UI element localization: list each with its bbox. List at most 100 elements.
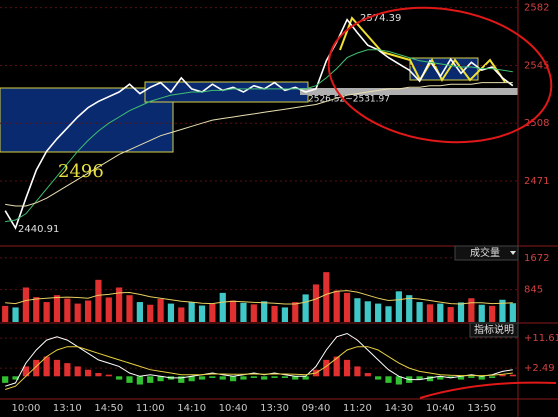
bar xyxy=(343,292,351,322)
bar xyxy=(447,307,454,322)
y-tick-label: 1672 xyxy=(524,253,549,264)
bar xyxy=(343,359,351,377)
x-tick-label: 13:50 xyxy=(467,403,496,414)
dropdown-arrow[interactable] xyxy=(510,251,516,255)
bar xyxy=(447,376,454,378)
trend-drawing xyxy=(339,16,506,83)
bar xyxy=(229,300,237,322)
series-line xyxy=(5,49,513,223)
x-tick-label: 13:10 xyxy=(53,403,82,414)
bar xyxy=(198,376,206,380)
bar xyxy=(43,302,50,322)
bar xyxy=(261,301,268,322)
y-tick-label: 2545 xyxy=(524,60,549,71)
bar xyxy=(105,374,112,377)
bar xyxy=(271,305,278,322)
bar xyxy=(468,376,475,378)
indicator-title[interactable]: 指标说明 xyxy=(474,323,514,336)
range-box xyxy=(144,81,309,103)
bar xyxy=(271,376,278,378)
bar xyxy=(33,297,40,322)
series-line xyxy=(4,18,514,230)
y-tick-label: +11.61 xyxy=(524,333,558,344)
bar xyxy=(43,356,50,377)
bar xyxy=(136,376,143,385)
bar xyxy=(385,306,392,322)
bar xyxy=(74,366,81,377)
highlight-stroke xyxy=(419,381,557,399)
bar xyxy=(395,291,402,322)
bar xyxy=(364,373,371,377)
bar xyxy=(209,376,216,378)
bar xyxy=(488,305,496,322)
bar xyxy=(53,295,61,322)
bar xyxy=(229,376,237,382)
bar xyxy=(126,295,133,322)
bar xyxy=(22,287,30,322)
bar xyxy=(12,307,19,322)
low-label: 2440.91 xyxy=(18,224,59,235)
indicator-button[interactable] xyxy=(469,322,519,338)
y-tick-label: 845 xyxy=(524,285,543,296)
bar xyxy=(292,376,299,380)
bar xyxy=(126,376,133,383)
bar xyxy=(116,376,123,380)
bar xyxy=(437,303,444,322)
bar xyxy=(375,376,382,380)
bar xyxy=(64,363,71,377)
bar xyxy=(178,376,185,383)
x-tick-label: 10:00 xyxy=(11,403,40,414)
bar xyxy=(364,301,371,322)
bar xyxy=(333,290,340,322)
y-tick-label: 2471 xyxy=(524,176,549,187)
bar xyxy=(281,376,289,378)
bar xyxy=(157,376,164,382)
bar xyxy=(198,305,206,322)
bar xyxy=(416,302,423,322)
bar xyxy=(64,298,71,322)
bar xyxy=(188,376,195,382)
bar xyxy=(509,303,516,322)
volume-title[interactable]: 成交量 xyxy=(470,246,500,259)
bar xyxy=(250,376,257,378)
bar xyxy=(323,272,330,322)
bar xyxy=(209,303,216,322)
y-tick-label: 2508 xyxy=(524,118,549,129)
bar xyxy=(375,303,382,322)
plots: 2471 2508 2545 2582 845 1672 +2.49 +11.61 10:00 1… xyxy=(0,3,558,414)
bar xyxy=(302,294,309,322)
series-line xyxy=(5,346,513,390)
bar xyxy=(426,304,434,322)
x-tick-label: 11:00 xyxy=(136,403,165,414)
bar xyxy=(33,359,40,377)
bar xyxy=(457,302,465,322)
x-tick-label: 14:50 xyxy=(94,403,123,414)
bar xyxy=(147,304,154,322)
price-band xyxy=(300,88,518,95)
bar xyxy=(292,302,299,322)
bar xyxy=(219,376,226,380)
bar xyxy=(416,376,423,380)
bar xyxy=(240,376,247,380)
bar xyxy=(478,376,485,380)
x-tick-label: 13:30 xyxy=(260,403,289,414)
bar xyxy=(281,307,289,322)
bar xyxy=(354,366,361,377)
bar xyxy=(84,300,92,322)
bar xyxy=(426,376,434,382)
bar xyxy=(499,299,506,322)
bar xyxy=(509,374,516,377)
bar xyxy=(2,305,9,322)
bar xyxy=(323,359,330,377)
bar xyxy=(499,374,506,377)
bar xyxy=(468,298,475,322)
bar xyxy=(261,376,268,380)
peak-label: 2574.39 xyxy=(360,13,401,24)
bar xyxy=(437,376,444,380)
x-tick-label: 11:20 xyxy=(343,403,372,414)
volume-selector[interactable] xyxy=(454,245,519,261)
bar xyxy=(84,369,92,377)
bar xyxy=(250,304,257,322)
bar xyxy=(167,303,175,322)
bar xyxy=(2,376,9,383)
